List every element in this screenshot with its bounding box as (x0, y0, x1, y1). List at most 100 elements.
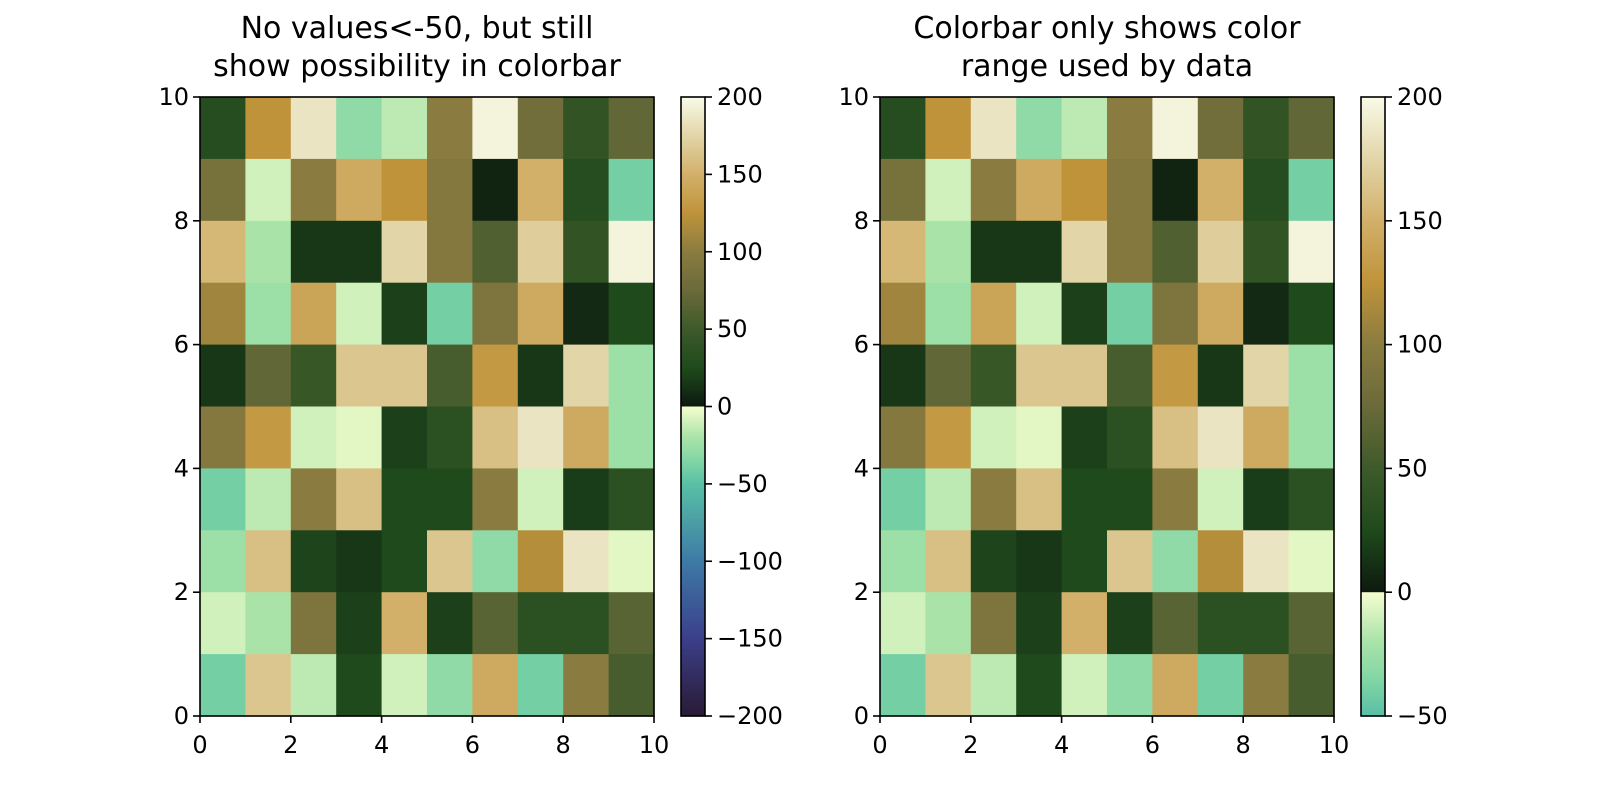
heatmap-cell (970, 97, 1017, 160)
colorbar-segment (681, 548, 705, 552)
colorbar-segment (681, 568, 705, 573)
colorbar-segment (681, 158, 705, 163)
heatmap-cell (925, 406, 972, 469)
colorbar-segment (681, 130, 705, 134)
colorbar-segment (1361, 509, 1385, 513)
heatmap-cell (1288, 344, 1335, 408)
heatmap-cell (290, 344, 337, 408)
heatmap-cell (381, 468, 428, 531)
colorbar-segment (681, 262, 705, 266)
heatmap-cell (1288, 282, 1335, 346)
colorbar-segment (681, 713, 705, 717)
colorbar-segment (1361, 659, 1385, 663)
y-tick-label: 10 (158, 83, 189, 111)
heatmap-cell (1152, 530, 1199, 593)
colorbar-segment (681, 612, 705, 617)
colorbar-segment (1361, 432, 1385, 436)
y-tick-label: 0 (174, 702, 189, 730)
colorbar-segment (681, 440, 705, 444)
colorbar-segment (681, 476, 705, 480)
colorbar-segment (1361, 362, 1385, 366)
colorbar-segment (681, 522, 705, 526)
colorbar-segment (681, 432, 705, 436)
colorbar-segment (1361, 514, 1385, 519)
heatmap-cell (1197, 282, 1244, 346)
colorbar-segment (1361, 434, 1385, 439)
heatmap-cell (517, 654, 564, 717)
y-tick-label: 8 (174, 207, 189, 235)
heatmap-cell (925, 592, 972, 655)
colorbar-segment (681, 133, 705, 137)
colorbar-segment (1361, 225, 1385, 230)
heatmap-cell (245, 530, 292, 593)
colorbar-segment (1361, 447, 1385, 451)
colorbar-segment (681, 112, 705, 116)
colorbar-segment (681, 179, 705, 183)
colorbar-segment (681, 427, 705, 431)
colorbar-segment (681, 550, 705, 555)
x-tick-label: 8 (556, 731, 571, 759)
colorbar-segment (681, 685, 705, 689)
colorbar-segment (1361, 571, 1385, 575)
x-tick-label: 0 (872, 731, 887, 759)
colorbar-segment (681, 452, 705, 457)
colorbar-segment (1361, 184, 1385, 188)
colorbar-segment (681, 481, 705, 485)
colorbar-segment (681, 256, 705, 261)
heatmap-cell (1016, 530, 1063, 593)
colorbar-segment (681, 380, 705, 384)
heatmap-cell (1107, 158, 1153, 222)
colorbar-segment (1361, 179, 1385, 183)
x-tick-label: 2 (963, 731, 978, 759)
heatmap-cell (608, 406, 655, 469)
colorbar-segment (681, 607, 705, 611)
colorbar-segment (681, 535, 705, 539)
y-tick-label: 6 (854, 331, 869, 359)
colorbar-segment (1361, 210, 1385, 214)
colorbar-segment (1361, 445, 1385, 449)
heatmap-cell (970, 220, 1017, 284)
colorbar-segment (681, 169, 705, 173)
colorbar-segment (1361, 161, 1385, 165)
colorbar-segment (681, 610, 705, 614)
heatmap-cell (1288, 592, 1335, 655)
colorbar-segment (681, 378, 705, 382)
colorbar-segment (681, 107, 705, 111)
colorbar-segment (681, 682, 705, 686)
colorbar-segment (1361, 97, 1385, 101)
colorbar-segment (681, 687, 705, 691)
colorbar-segment (1361, 478, 1385, 482)
heatmap-cell (608, 592, 655, 655)
colorbar-segment (1361, 710, 1385, 715)
colorbar-segment (1361, 223, 1385, 227)
colorbar-segment (681, 625, 705, 629)
y-tick-label: 2 (854, 578, 869, 606)
colorbar-segment (1361, 437, 1385, 441)
colorbar-segment (1361, 646, 1385, 650)
colorbar-segment (1361, 517, 1385, 521)
colorbar-segment (1361, 220, 1385, 224)
colorbar-segment (1361, 553, 1385, 557)
colorbar-segment (1361, 703, 1385, 707)
heatmap-cell (200, 220, 246, 284)
colorbar-segment (1361, 360, 1385, 364)
heatmap-cell (1061, 97, 1108, 160)
colorbar-segment (681, 599, 705, 604)
heatmap-cell (608, 530, 655, 593)
colorbar-segment (1361, 195, 1385, 199)
colorbar-segment (1361, 378, 1385, 382)
colorbar-segment (681, 166, 705, 170)
colorbar-segment (681, 450, 705, 454)
colorbar-segment (681, 140, 705, 145)
colorbar-segment (1361, 251, 1385, 255)
colorbar-segment (681, 236, 705, 240)
heatmap-cell (1197, 592, 1244, 655)
colorbar-segment (681, 313, 705, 317)
colorbar-segment (1361, 380, 1385, 384)
colorbar-segment (1361, 414, 1385, 418)
colorbar-segment (1361, 375, 1385, 379)
colorbar-segment (681, 494, 705, 498)
colorbar-segment (681, 615, 705, 619)
colorbar-segment (681, 339, 705, 343)
colorbar-segment (681, 244, 705, 248)
